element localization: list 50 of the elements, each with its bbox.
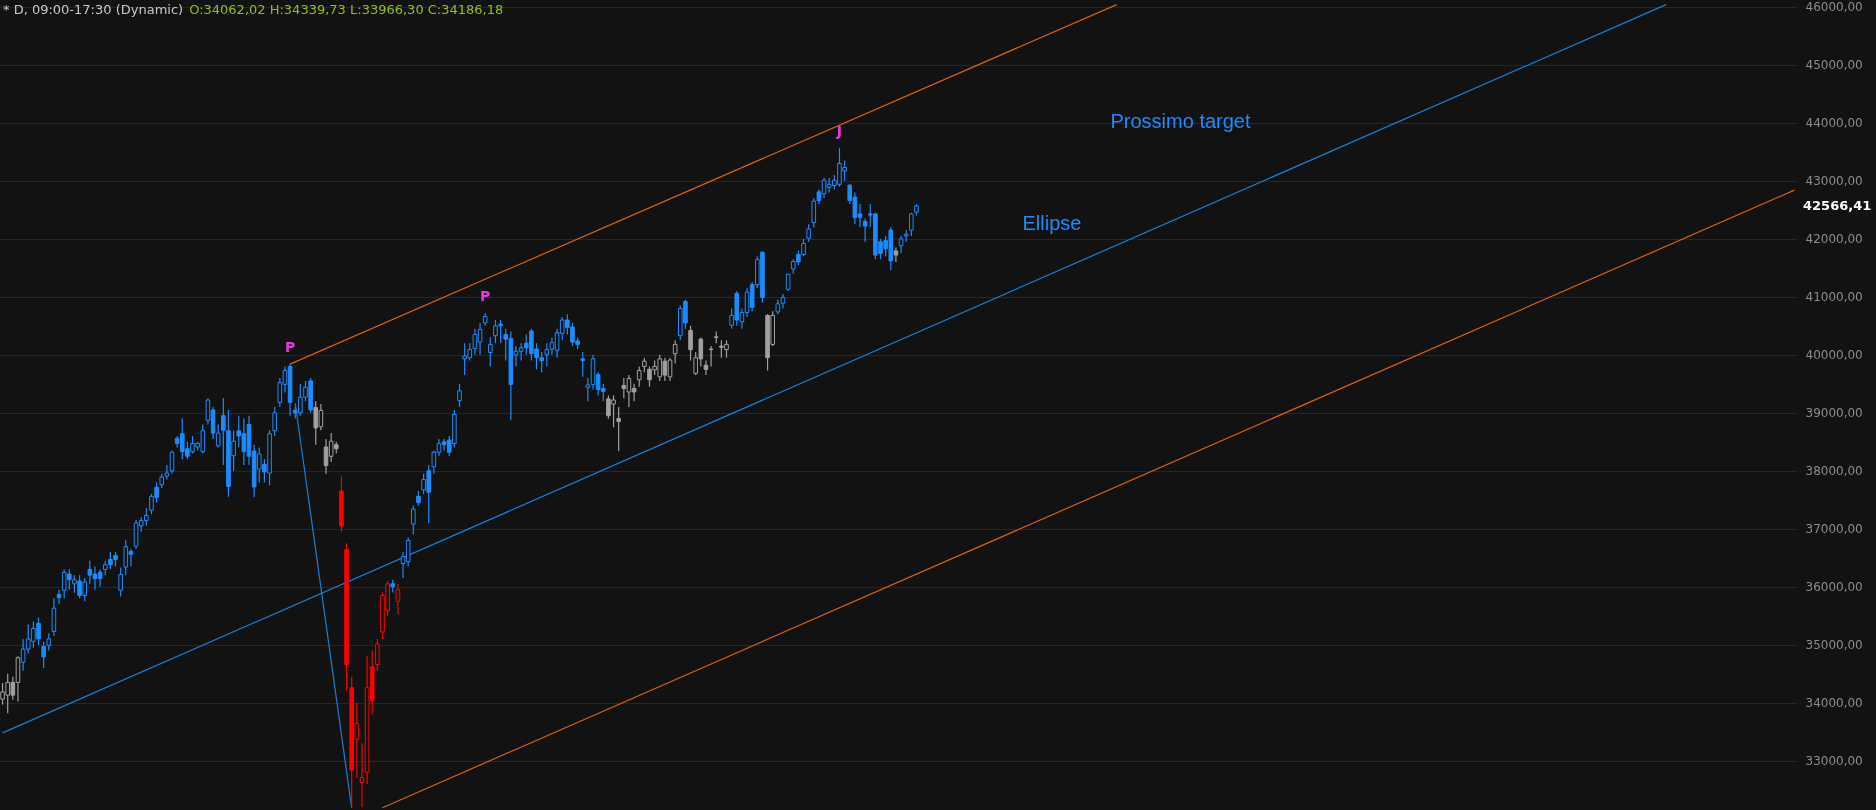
candlestick <box>544 342 550 368</box>
y-tick-label: 42000,00 <box>1805 232 1863 247</box>
candlestick <box>395 583 401 616</box>
candlestick <box>703 360 709 376</box>
candlestick <box>236 415 242 449</box>
y-tick-label: 35000,00 <box>1805 638 1863 653</box>
y-tick-label: 33000,00 <box>1805 754 1863 769</box>
chart-title: * D, 09:00-17:30 (Dynamic) <box>3 2 184 17</box>
y-tick-label: 38000,00 <box>1805 464 1863 479</box>
y-tick-label: 46000,00 <box>1805 0 1863 15</box>
annotation: Prossimo target <box>1110 110 1251 132</box>
annotation: J <box>835 122 843 139</box>
y-tick-label: 43000,00 <box>1805 174 1863 189</box>
candlestick <box>87 560 93 585</box>
y-tick-label: 44000,00 <box>1805 116 1863 131</box>
candlestick <box>708 345 714 368</box>
candlestick <box>616 406 621 452</box>
candlestick <box>862 217 868 243</box>
y-tick-label: 41000,00 <box>1805 290 1863 305</box>
text: 42566,41 <box>1803 198 1872 213</box>
candlestick <box>457 383 462 408</box>
candlestick <box>672 339 678 365</box>
candlestick <box>488 336 493 368</box>
chart-subtitle: O:34062,02 H:34339,73 L:33966,30 C:34186,18 <box>189 2 504 17</box>
candlestick <box>313 400 319 446</box>
y-tick-label: 36000,00 <box>1805 580 1863 595</box>
y-tick-label: 40000,00 <box>1805 348 1863 363</box>
candlestick <box>375 638 380 672</box>
y-tick-label: 45000,00 <box>1805 58 1863 73</box>
candlestick <box>272 406 277 437</box>
y-tick-label: 34000,00 <box>1805 696 1863 711</box>
candlestick <box>51 597 57 637</box>
candlestick <box>636 365 642 388</box>
annotation: Ellipse <box>1022 212 1082 234</box>
candlestick <box>688 325 693 362</box>
annotation: P <box>284 338 296 355</box>
candlestick <box>118 567 123 598</box>
y-tick-label: 39000,00 <box>1805 406 1863 421</box>
y-tick-label: 37000,00 <box>1805 522 1863 537</box>
candlestick <box>405 536 411 568</box>
candlestick <box>893 246 899 263</box>
candlestick <box>411 504 416 536</box>
candlestick <box>164 464 170 481</box>
candlestick <box>811 197 817 228</box>
candlestick <box>621 377 627 399</box>
candlestick <box>97 568 103 588</box>
annotation: P <box>480 288 491 305</box>
candlestick <box>41 641 46 669</box>
candlestick <box>580 351 586 378</box>
candlestick <box>123 539 129 576</box>
